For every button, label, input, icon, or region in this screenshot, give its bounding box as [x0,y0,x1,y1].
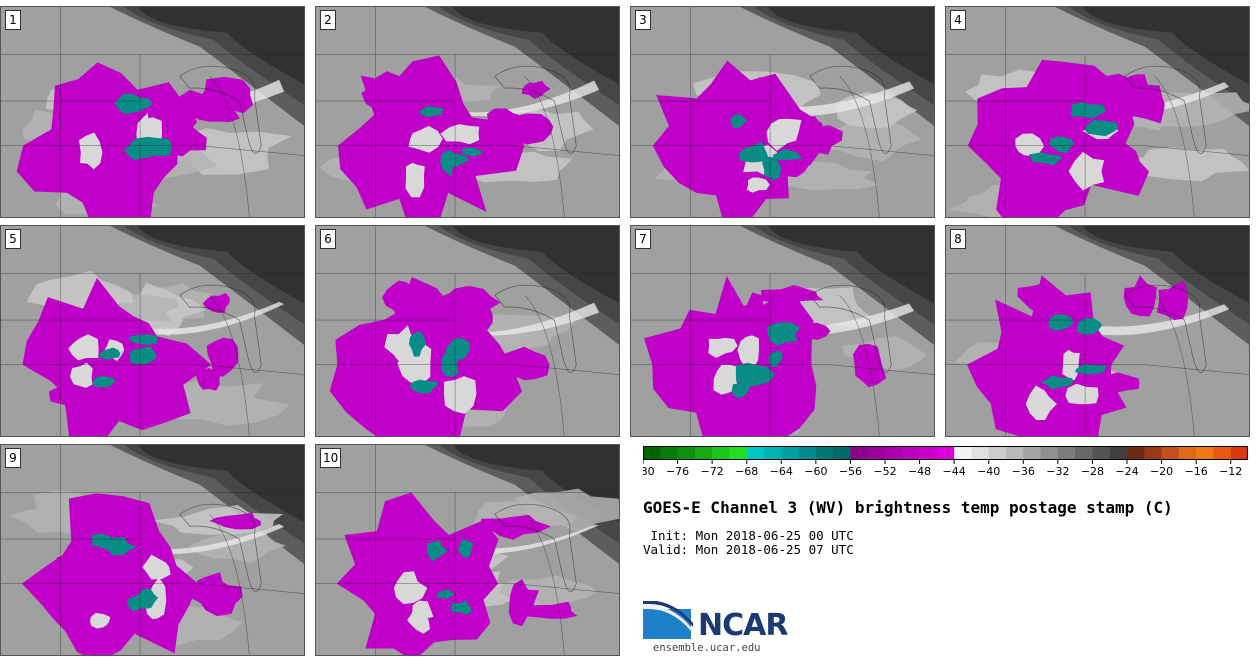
postage-stamp-panel: 10 [315,444,620,656]
colorbar-bin [643,446,661,460]
postage-stamp-panel: 3 [630,6,935,218]
postage-stamp-panel: 5 [0,225,305,437]
figure-title: GOES-E Channel 3 (WV) brightness temp po… [643,498,1173,517]
water-vapor-map [316,445,619,655]
colorbar-bin [1178,446,1197,460]
colorbar-bin [1196,446,1214,460]
colorbar-tick-label: −36 [1012,465,1035,478]
colorbar-tick-label: −28 [1081,465,1104,478]
colorbar-tick-label: −20 [1150,465,1173,478]
colorbar-bin [1023,446,1041,460]
member-label: 4 [950,10,966,30]
colorbar-tick-label: −56 [839,465,862,478]
colorbar-tick-label: −68 [735,465,758,478]
member-label: 1 [5,10,21,30]
colorbar-bin [781,446,799,460]
water-vapor-map [1,7,304,217]
colorbar: −80−76−72−68−64−60−56−52−48−44−40−36−32−… [643,446,1248,478]
postage-stamp-panel: 8 [945,225,1250,437]
colorbar-bin [712,446,730,460]
colorbar-tick-label: −48 [908,465,931,478]
colorbar-bin [1144,446,1162,460]
colorbar-tick-label: −60 [804,465,827,478]
colorbar-bin [971,446,990,460]
postage-stamp-panel: 7 [630,225,935,437]
colorbar-bin [677,446,696,460]
water-vapor-map [316,7,619,217]
colorbar-bin [798,446,817,460]
colorbar-bin [764,446,782,460]
member-label: 10 [320,448,342,468]
member-label: 9 [5,448,21,468]
water-vapor-map [631,7,934,217]
water-vapor-map [946,7,1249,217]
colorbar-tick-label: −16 [1185,465,1208,478]
colorbar-tick-label: −40 [977,465,1000,478]
colorbar-tick-label: −44 [943,465,966,478]
colorbar-bin [988,446,1007,460]
colorbar-tick-label: −72 [701,465,724,478]
postage-stamp-panel: 4 [945,6,1250,218]
init-time: Init: Mon 2018-06-25 00 UTC [643,528,854,543]
member-label: 3 [635,10,651,30]
ncar-url: ensemble.ucar.edu [653,642,761,654]
postage-stamp-panel: 1 [0,6,305,218]
colorbar-tick-label: −32 [1046,465,1069,478]
postage-stamp-panel: 2 [315,6,620,218]
member-label: 8 [950,229,966,249]
member-label: 2 [320,10,336,30]
ncar-logo-text: NCAR [698,608,788,643]
colorbar-tick-label: −12 [1219,465,1242,478]
water-vapor-map [946,226,1249,436]
postage-stamp-panel: 6 [315,225,620,437]
colorbar-bin [1230,446,1248,460]
colorbar-bin [1109,446,1128,460]
colorbar-bin [919,446,938,460]
colorbar-bin [815,446,834,460]
colorbar-tick-label: −64 [770,465,793,478]
colorbar-bin [660,446,678,460]
colorbar-tick-label: −24 [1115,465,1138,478]
colorbar-bin [936,446,955,460]
water-vapor-map [1,445,304,655]
water-vapor-map [631,226,934,436]
colorbar-bin [833,446,851,460]
colorbar-bin [694,446,713,460]
colorbar-bin [1213,446,1232,460]
colorbar-bin [954,446,972,460]
colorbar-bin [1075,446,1093,460]
member-label: 7 [635,229,651,249]
valid-time: Valid: Mon 2018-06-25 07 UTC [643,542,854,557]
colorbar-bin [746,446,765,460]
colorbar-bin [1006,446,1024,460]
colorbar-tick-label: −52 [873,465,896,478]
colorbar-bin [867,446,886,460]
ncar-logo: NCAR ensemble.ucar.edu [643,599,803,657]
colorbar-bin [1092,446,1111,460]
colorbar-tick-label: −80 [643,465,655,478]
colorbar-bin [1040,446,1059,460]
colorbar-bin [850,446,869,460]
colorbar-bin [729,446,748,460]
water-vapor-map [316,226,619,436]
colorbar-tick-label: −76 [666,465,689,478]
colorbar-bin [1127,446,1145,460]
ncar-logo-icon [643,599,693,639]
colorbar-bin [1161,446,1180,460]
colorbar-bin [902,446,920,460]
member-label: 6 [320,229,336,249]
colorbar-bin [1057,446,1076,460]
member-label: 5 [5,229,21,249]
water-vapor-map [1,226,304,436]
postage-stamp-panel: 9 [0,444,305,656]
colorbar-bin [885,446,903,460]
